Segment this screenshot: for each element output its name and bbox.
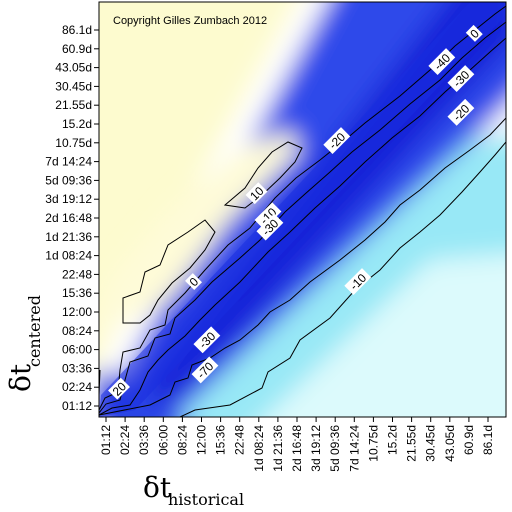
x-tick-label: 1d 08:24	[252, 425, 266, 472]
x-tick-label: 21.55d	[405, 425, 419, 462]
x-tick-label: 01:12	[99, 425, 113, 455]
x-axis: 01:12 02:24 03:36 06:00 08:24 12:00 15:36 22:48…	[99, 417, 495, 472]
y-tick-label: 03:36	[62, 361, 92, 375]
contour-label-bg	[191, 356, 219, 384]
x-tick-label: 02:24	[118, 425, 132, 455]
y-tick-label: 7d 14:24	[45, 155, 92, 169]
y-tick-label: 86.1d	[62, 23, 92, 37]
x-tick-label: 5d 09:36	[328, 425, 342, 472]
contour-label-bg	[428, 48, 456, 76]
contour-label-bg	[256, 213, 284, 241]
contour-label-bg	[447, 98, 475, 126]
y-tick-label: 06:00	[62, 343, 92, 357]
x-tick-label: 03:36	[137, 425, 151, 455]
contour-label-bg	[465, 24, 483, 42]
x-tick-label: 15:36	[214, 425, 228, 455]
x-axis-label-subscript: historical	[168, 490, 244, 509]
x-axis-label: δt historical	[143, 471, 244, 509]
y-tick-label: 02:24	[62, 380, 92, 394]
contour-label-bg	[447, 65, 475, 92]
x-tick-label: 43.05d	[443, 425, 457, 462]
x-tick-label: 22:48	[233, 425, 247, 455]
y-tick-label: 60.9d	[62, 42, 92, 56]
x-tick-label: 86.1d	[481, 425, 495, 455]
y-tick-label: 43.05d	[55, 61, 92, 75]
y-tick-label: 1d 21:36	[45, 230, 92, 244]
y-tick-label: 22:48	[62, 267, 92, 281]
y-tick-label: 1d 08:24	[45, 249, 92, 263]
y-tick-label: 15.2d	[62, 117, 92, 131]
x-tick-label: 10.75d	[366, 425, 380, 462]
contour-label-bg	[344, 268, 372, 296]
contour-label-bg	[254, 202, 282, 230]
contour-label-bg	[245, 182, 268, 205]
y-tick-label: 08:24	[62, 324, 92, 338]
x-tick-label: 15.2d	[386, 425, 400, 455]
plot-frame	[98, 1, 507, 418]
x-tick-label: 30.45d	[424, 425, 438, 462]
contour-label-bg	[185, 273, 202, 291]
y-axis-label: δt centered	[4, 295, 44, 392]
y-tick-label: 10.75d	[55, 136, 92, 150]
x-tick-label: 60.9d	[462, 425, 476, 455]
y-tick-label: 21.55d	[55, 98, 92, 112]
copyright-text: Copyright Gilles Zumbach 2012	[113, 15, 267, 27]
x-tick-label: 12:00	[195, 425, 209, 455]
y-axis-label-subscript: centered	[25, 295, 44, 367]
y-tick-label: 5d 09:36	[45, 173, 92, 187]
x-axis-label-symbol: δt	[143, 471, 172, 504]
y-tick-label: 01:12	[62, 399, 92, 413]
x-tick-label: 06:00	[156, 425, 170, 455]
y-tick-label: 30.45d	[55, 79, 92, 93]
y-tick-label: 15:36	[62, 286, 92, 300]
contour-label-bg	[193, 326, 221, 354]
contour-label-bg	[323, 127, 351, 155]
y-axis-label-symbol: δt	[4, 363, 37, 392]
x-tick-label: 3d 19:12	[309, 425, 323, 472]
x-tick-label: 2d 16:48	[290, 425, 304, 472]
y-tick-label: 2d 16:48	[45, 211, 92, 225]
x-tick-label: 1d 21:36	[271, 425, 285, 472]
y-axis: 01:12 02:24 03:36 06:00 08:24 12:00 15:36 22:48…	[45, 23, 99, 413]
y-tick-label: 12:00	[62, 305, 92, 319]
contour-label-bg	[108, 377, 130, 400]
x-tick-label: 08:24	[175, 425, 189, 455]
x-tick-label: 7d 14:24	[347, 425, 361, 472]
y-tick-label: 3d 19:12	[45, 192, 92, 206]
